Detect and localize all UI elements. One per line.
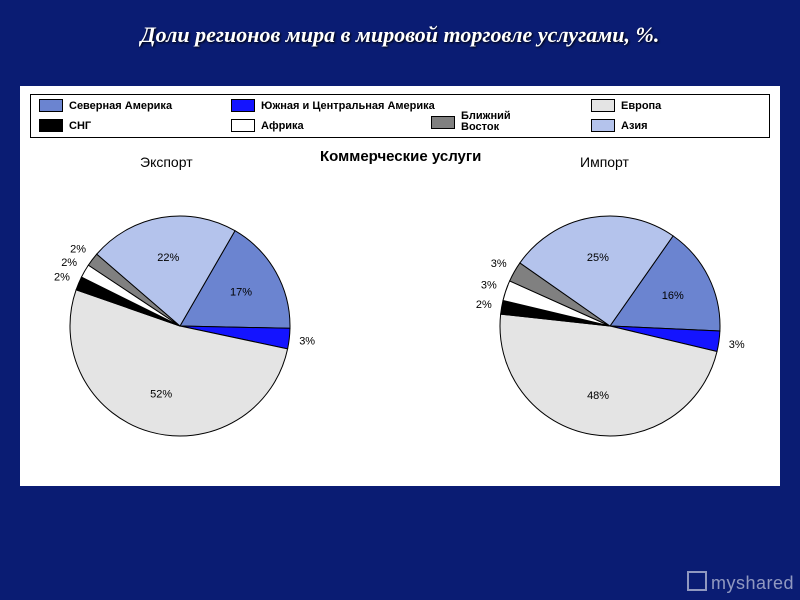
- pie-slice-label: 22%: [157, 252, 179, 264]
- slide-root: Доли регионов мира в мировой торговле ус…: [0, 0, 800, 600]
- legend-item: Ближний Восток: [431, 111, 531, 133]
- legend-swatch: [39, 99, 63, 112]
- pie-slice-label: 3%: [491, 258, 507, 270]
- pie-slice-label: 3%: [729, 339, 745, 351]
- legend-label: Ближний Восток: [461, 111, 531, 133]
- legend-label: СНГ: [69, 120, 91, 132]
- legend-swatch: [231, 99, 255, 112]
- pie-slice-label: 52%: [150, 388, 172, 400]
- chart-panel: Северная Америка Южная и Центральная Амер…: [20, 86, 780, 486]
- pie-slice-label: 3%: [481, 280, 497, 292]
- pie-title-export: Экспорт: [140, 154, 193, 170]
- watermark-icon: [687, 571, 707, 591]
- pie-svg: 16% 3% 48% 2% 3% 3% 25%: [460, 176, 760, 476]
- legend-item: СНГ: [39, 119, 91, 132]
- pie-title-import: Импорт: [580, 154, 629, 170]
- legend-item: Южная и Центральная Америка: [231, 99, 435, 112]
- pie-slice-label: 3%: [299, 336, 315, 348]
- legend-label: Северная Америка: [69, 100, 172, 112]
- pie-chart-export: 17%3%52%2%2%2%22%: [30, 176, 330, 481]
- legend-label: Европа: [621, 100, 661, 112]
- watermark: myshared: [687, 571, 794, 594]
- pie-chart-import: 16% 3% 48% 2% 3% 3% 25%: [460, 176, 760, 481]
- pie-slice-label: 25%: [587, 252, 609, 264]
- watermark-text: myshared: [711, 573, 794, 593]
- pie-slice-label: 2%: [61, 257, 77, 269]
- pie-slice-label: 16%: [662, 290, 684, 302]
- pie-slice-label: 2%: [70, 244, 86, 256]
- legend: Северная Америка Южная и Центральная Амер…: [30, 94, 770, 138]
- legend-item: Европа: [591, 99, 661, 112]
- legend-swatch: [591, 99, 615, 112]
- legend-swatch: [231, 119, 255, 132]
- section-title: Коммерческие услуги: [320, 148, 481, 165]
- legend-label: Африка: [261, 120, 304, 132]
- pie-slice-label: 2%: [54, 271, 70, 283]
- page-title: Доли регионов мира в мировой торговле ус…: [0, 0, 800, 62]
- legend-swatch: [431, 116, 455, 129]
- legend-label: Южная и Центральная Америка: [261, 100, 435, 112]
- pie-slice-label: 17%: [230, 287, 252, 299]
- legend-item: Азия: [591, 119, 648, 132]
- pie-slice-label: 48%: [587, 390, 609, 402]
- pie-slice-label: 2%: [476, 299, 492, 311]
- legend-item: Африка: [231, 119, 304, 132]
- legend-swatch: [591, 119, 615, 132]
- pie-svg: 17%3%52%2%2%2%22%: [30, 176, 330, 476]
- legend-item: Северная Америка: [39, 99, 172, 112]
- legend-swatch: [39, 119, 63, 132]
- legend-label: Азия: [621, 120, 648, 132]
